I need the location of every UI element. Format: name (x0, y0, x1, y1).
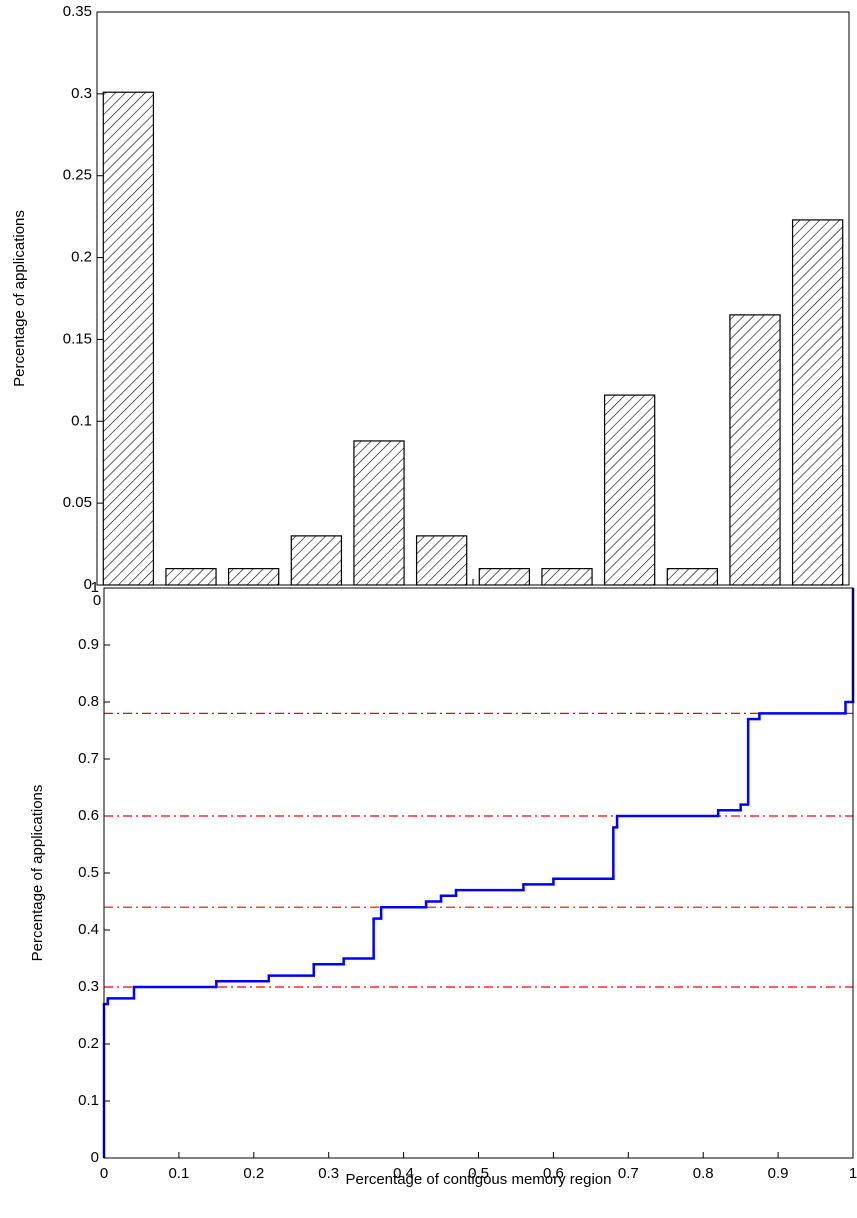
y-tick-label: 0.15 (63, 330, 92, 347)
bar (541, 568, 593, 586)
bar (415, 535, 468, 586)
y-axis-label: Percentage of applications (29, 785, 46, 962)
x-tick-label: 0.2 (243, 1165, 264, 1182)
y-tick-label: 1 (91, 579, 99, 596)
bar (227, 568, 280, 586)
y-tick-label: 0.3 (71, 85, 92, 102)
y-tick-label: 0.1 (78, 1092, 99, 1109)
bar (102, 91, 155, 586)
y-tick-label: 0.2 (71, 249, 92, 266)
y-tick-label: 0.4 (78, 921, 99, 938)
x-tick-label: 0.6 (543, 1165, 564, 1182)
y-tick-label: 0.3 (78, 978, 99, 995)
y-tick-label: 0.7 (78, 750, 99, 767)
y-axis-label: Percentage of applications (11, 210, 28, 387)
plot-area (104, 588, 853, 1158)
axes-box (103, 587, 854, 1159)
y-tick-label: 0.2 (78, 1035, 99, 1052)
y-tick-label: 0.5 (78, 864, 99, 881)
y-tick-label: 0 (84, 576, 92, 593)
bar (791, 219, 844, 586)
x-tick-label: 0 (100, 1165, 108, 1182)
y-tick-label: 0.9 (78, 636, 99, 653)
y-tick-label: 0.8 (78, 693, 99, 710)
bar (729, 314, 781, 586)
axes-box (96, 11, 850, 586)
bar (290, 535, 343, 586)
y-tick-label: 0.35 (63, 3, 92, 20)
bar (165, 568, 217, 586)
x-tick-label: 0.9 (768, 1165, 789, 1182)
x-tick-label: 0.8 (693, 1165, 714, 1182)
x-tick-label: 0.5 (468, 1165, 489, 1182)
x-tick-label: 0 (93, 592, 101, 609)
bar (353, 440, 405, 586)
y-tick-label: 0 (91, 1149, 99, 1166)
y-tick-label: 0.05 (63, 494, 92, 511)
y-tick-label: 0.6 (78, 807, 99, 824)
x-tick-label: 0.4 (393, 1165, 414, 1182)
bar (478, 568, 531, 586)
y-tick-label: 0.1 (71, 412, 92, 429)
y-tick-label: 0.25 (63, 167, 92, 184)
x-tick-label: 0.1 (168, 1165, 189, 1182)
bar (603, 394, 656, 586)
plot-area (97, 12, 849, 585)
x-tick-label: 1 (849, 1165, 857, 1182)
x-tick-label: 0.3 (318, 1165, 339, 1182)
bar (666, 568, 719, 586)
x-tick-label: 0.7 (618, 1165, 639, 1182)
x-axis-label: Percentage of contigous memory region (346, 1171, 612, 1188)
